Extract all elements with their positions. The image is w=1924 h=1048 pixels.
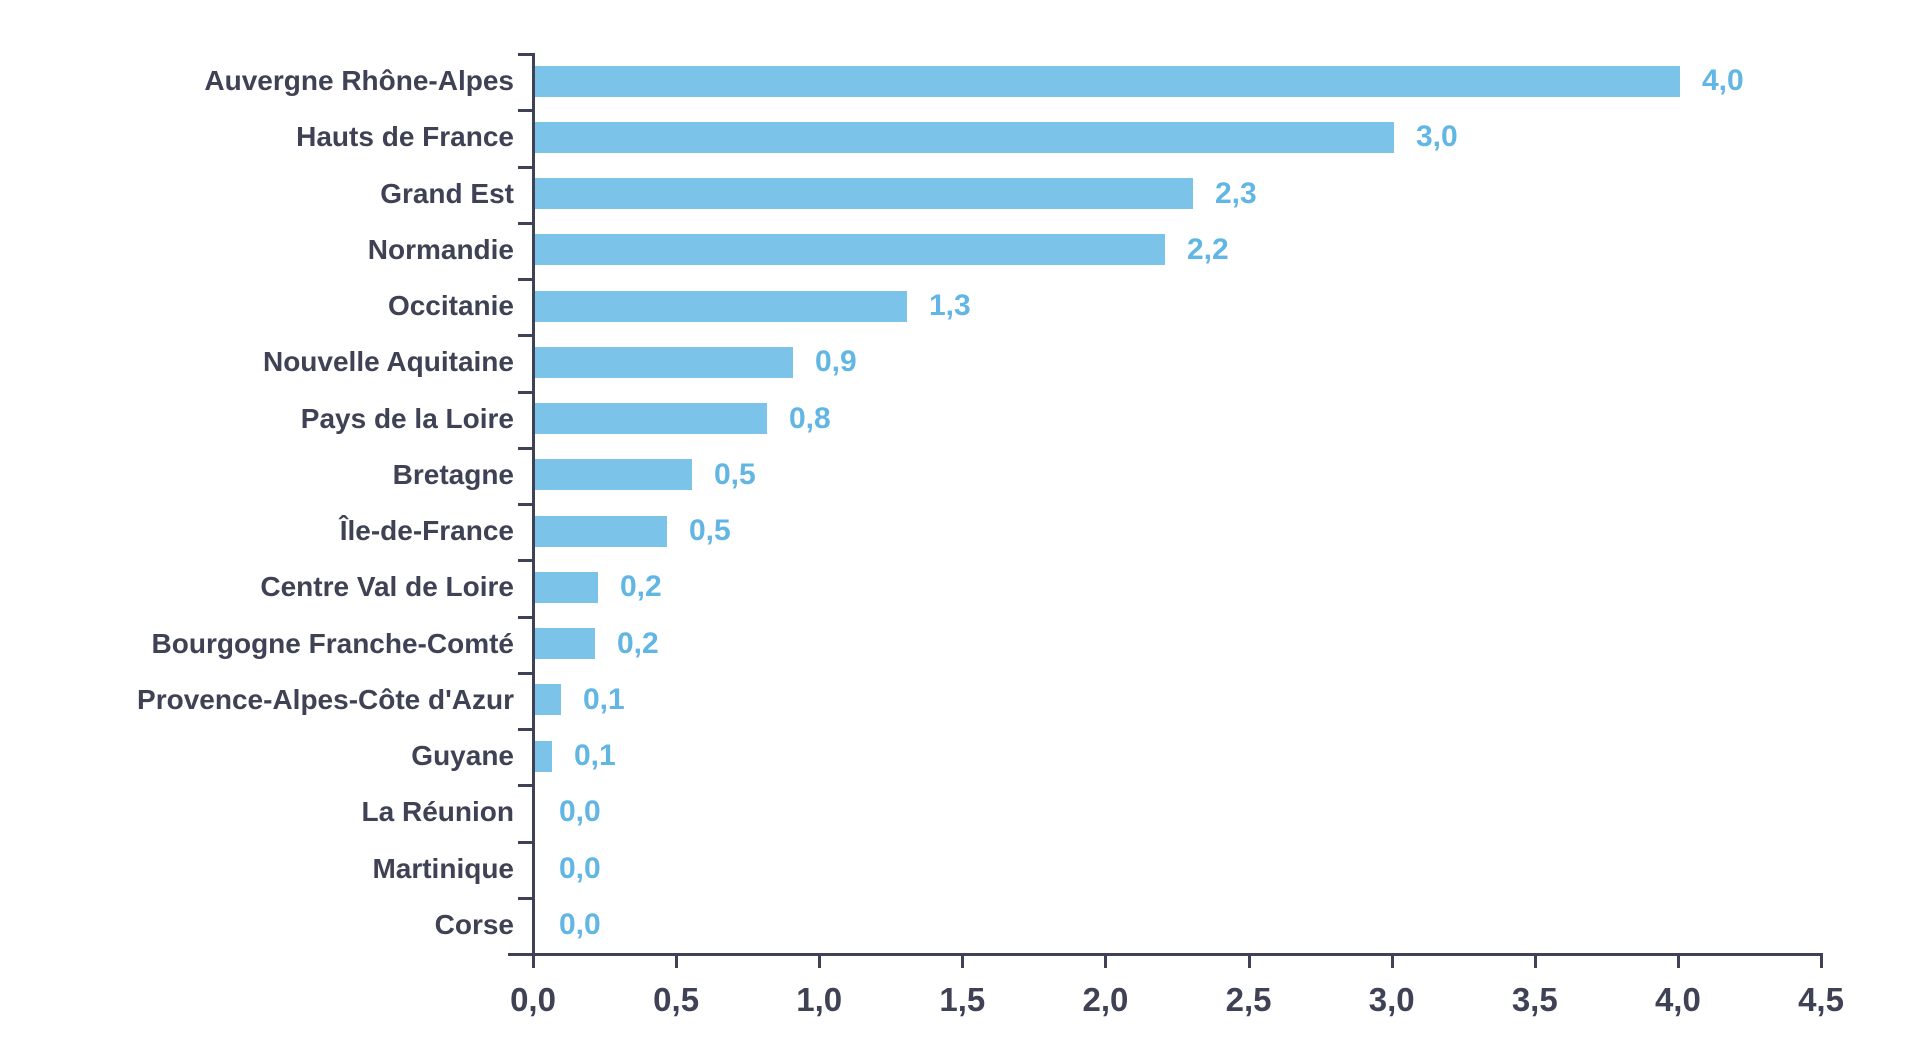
x-axis-tick — [1820, 953, 1823, 968]
y-axis-tick — [518, 615, 532, 619]
category-label: Normandie — [367, 233, 514, 265]
bar — [535, 459, 692, 490]
bar — [535, 347, 793, 378]
category-label: La Réunion — [361, 796, 514, 828]
y-axis-tick — [518, 390, 532, 394]
y-axis-tick — [518, 165, 532, 169]
category-label: Grand Est — [380, 177, 514, 209]
x-axis-tick — [532, 953, 535, 968]
y-axis-tick — [518, 671, 532, 675]
x-tick-label: 2,5 — [1225, 981, 1272, 1018]
value-label: 3,0 — [1416, 120, 1458, 154]
value-label: 1,3 — [929, 289, 971, 323]
x-tick-label: 1,5 — [939, 981, 986, 1018]
y-axis-line — [532, 53, 535, 956]
value-label: 2,2 — [1187, 232, 1229, 266]
y-axis-tick — [518, 278, 532, 281]
y-axis-tick — [518, 221, 532, 225]
x-tick-label: 4,0 — [1654, 981, 1701, 1018]
x-axis-tick — [961, 953, 965, 968]
value-label: 4,0 — [1702, 64, 1744, 98]
value-label: 0,0 — [559, 907, 601, 941]
value-label: 0,1 — [574, 739, 616, 773]
bar — [535, 66, 1680, 97]
x-tick-label: 0,5 — [653, 981, 700, 1018]
value-label: 0,8 — [789, 401, 831, 435]
value-label: 0,2 — [617, 626, 659, 660]
value-label: 0,0 — [559, 851, 601, 885]
y-axis-tick — [518, 728, 532, 731]
y-axis-tick — [518, 109, 532, 113]
bar — [535, 628, 595, 659]
category-label: Pays de la Loire — [300, 402, 514, 434]
value-label: 0,5 — [689, 514, 731, 548]
bar — [535, 741, 552, 772]
y-axis-tick — [518, 896, 532, 900]
category-label: Provence-Alpes-Côte d'Azur — [137, 683, 514, 715]
category-label: Bourgogne Franche-Comté — [151, 627, 514, 659]
y-axis-tick — [518, 446, 532, 450]
value-label: 0,2 — [620, 570, 662, 604]
category-label: Nouvelle Aquitaine — [262, 346, 514, 378]
x-tick-label: 3,5 — [1511, 981, 1558, 1018]
category-label: Occitanie — [387, 290, 514, 322]
category-label: Corse — [434, 908, 514, 940]
value-label: 0,9 — [815, 345, 857, 379]
category-label: Martinique — [372, 852, 514, 884]
x-axis-tick — [1104, 953, 1108, 968]
x-axis-tick — [1676, 953, 1680, 968]
x-tick-label: 1,0 — [796, 981, 843, 1018]
category-label: Bretagne — [392, 458, 514, 490]
bar — [535, 234, 1165, 265]
category-label: Auvergne Rhône-Alpes — [204, 65, 514, 97]
value-label: 0,1 — [583, 682, 625, 716]
x-tick-label: 4,5 — [1798, 981, 1844, 1018]
category-label: Centre Val de Loire — [260, 571, 514, 603]
y-axis-tick — [518, 840, 532, 844]
bar — [535, 403, 767, 434]
bar — [535, 178, 1193, 209]
y-axis-tick — [518, 503, 532, 506]
x-axis-tick — [818, 953, 822, 968]
x-tick-label: 3,0 — [1368, 981, 1415, 1018]
x-axis-tick — [1247, 953, 1251, 968]
bar — [535, 516, 667, 547]
bar — [535, 291, 907, 322]
value-label: 2,3 — [1215, 176, 1257, 210]
y-axis-tick — [518, 784, 532, 788]
x-tick-label: 0,0 — [510, 981, 556, 1018]
bar — [535, 122, 1394, 153]
bar — [535, 572, 598, 603]
x-axis-line — [508, 953, 1823, 956]
category-label: Île-de-France — [339, 515, 514, 547]
y-axis-tick — [518, 53, 532, 56]
x-axis-tick — [675, 953, 679, 968]
value-label: 0,0 — [559, 795, 601, 829]
x-tick-label: 2,0 — [1082, 981, 1129, 1018]
value-label: 0,5 — [714, 457, 756, 491]
x-axis-tick — [1533, 953, 1537, 968]
y-axis-tick — [518, 559, 532, 563]
y-axis-tick — [518, 334, 532, 338]
bar — [535, 684, 561, 715]
x-axis-tick — [1390, 953, 1394, 968]
category-label: Guyane — [411, 740, 514, 772]
category-label: Hauts de France — [296, 121, 514, 153]
